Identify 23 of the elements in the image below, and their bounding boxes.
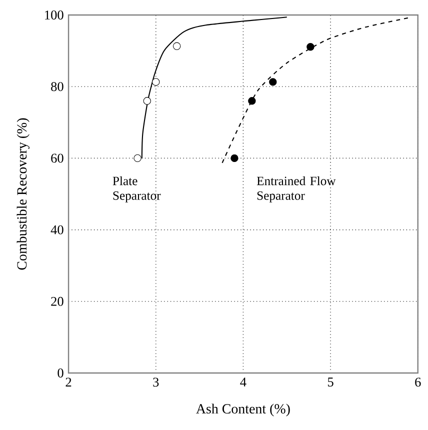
y-tick-label: 60 <box>51 154 64 163</box>
y-tick-label: 80 <box>51 82 64 92</box>
point <box>230 154 238 162</box>
x-axis-title: Ash Content (%) <box>196 404 290 416</box>
y-tick-label: 40 <box>50 225 64 234</box>
x-tick-label: 4 <box>240 378 246 386</box>
point <box>269 78 277 86</box>
y-tick-label: 20 <box>51 296 64 306</box>
x-tick-label: 6 <box>415 378 421 387</box>
point <box>134 154 142 162</box>
x-tick-label: 3 <box>153 378 159 387</box>
point <box>248 97 256 105</box>
annotation: Entrained Flow Separator <box>256 176 336 202</box>
point <box>143 97 151 105</box>
y-tick-label: 100 <box>45 10 64 20</box>
x-tick-label: 2 <box>66 378 72 386</box>
point <box>172 42 181 50</box>
x-tick-label: 5 <box>328 378 334 387</box>
y-tick-label: 0 <box>58 368 64 378</box>
point <box>152 78 160 86</box>
point <box>306 43 314 51</box>
y-axis-title: Combustible Recovery (%) <box>16 118 30 270</box>
annotation: Plate Separator <box>112 176 161 202</box>
